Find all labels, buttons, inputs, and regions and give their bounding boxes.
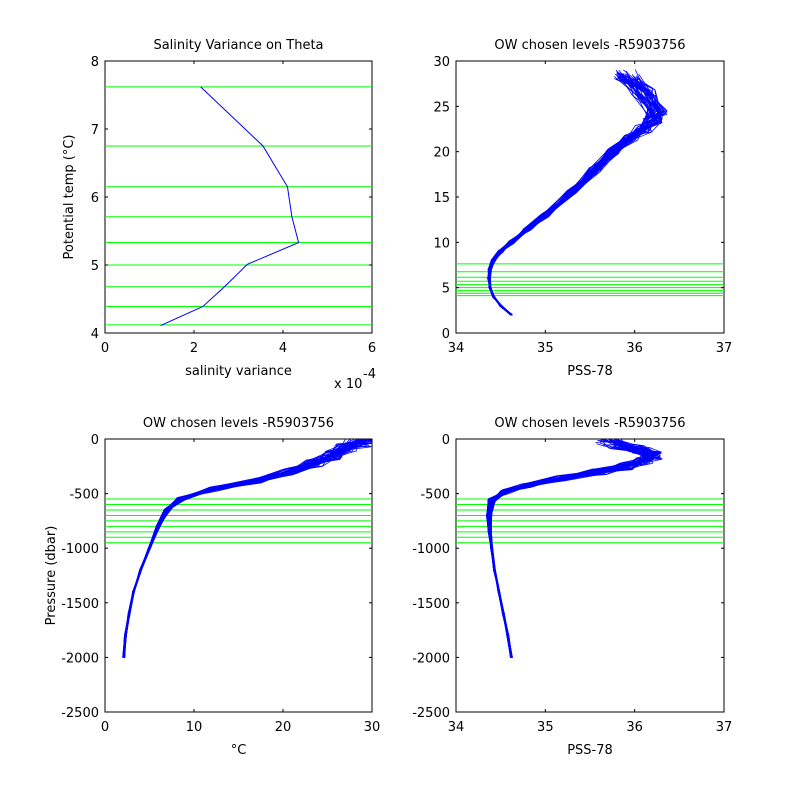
plot-area [104, 60, 373, 334]
chart-title: OW chosen levels -R5903756 [143, 416, 334, 431]
panel-4: 34 35 36 37 0 -500 -1000 -1500 -2000 -2500 OW chos… [412, 416, 732, 758]
profile-line [487, 75, 663, 316]
x-tick-label: 36 [626, 341, 643, 356]
y-tick-label: -2000 [412, 651, 450, 666]
x-axis-label: PSS-78 [567, 364, 613, 379]
x-tick-label: 20 [275, 720, 292, 735]
x-tick-label: 34 [448, 341, 465, 356]
x-axis-label: PSS-78 [567, 743, 613, 758]
data-layer [105, 439, 372, 658]
y-tick-label: 8 [91, 55, 99, 70]
y-tick-label: 4 [91, 327, 99, 342]
x-tick-label: 6 [368, 341, 376, 356]
x-tick-label: 35 [537, 720, 554, 735]
y-axis-label: Pressure (dbar) [44, 526, 59, 626]
profile-line [488, 444, 663, 658]
y-tick-label: 7 [91, 123, 99, 138]
x-tick-label: 2 [190, 341, 198, 356]
x-tick-label: 10 [186, 720, 203, 735]
y-tick-label: 15 [433, 191, 450, 206]
y-tick-label: 0 [442, 327, 450, 342]
data-layer [456, 439, 724, 658]
data-layer [456, 69, 724, 316]
x-exponent-base: x 10 [334, 377, 362, 392]
chart-title: OW chosen levels -R5903756 [494, 416, 685, 431]
profile-line [122, 445, 372, 658]
x-exponent-power: -4 [363, 367, 376, 382]
y-tick-label: -2500 [61, 706, 99, 721]
panel-2: 34 35 36 37 0 5 10 15 20 25 30 OW chosen levels -R5… [433, 38, 732, 379]
x-tick-label: 35 [537, 341, 554, 356]
y-tick-label: 20 [433, 146, 450, 161]
y-tick-label: 10 [433, 236, 450, 251]
y-axis-label: Potential temp (°C) [62, 135, 77, 260]
panel-1: 0 2 4 6 4 5 6 7 8 Salinity Variance on Theta salin… [62, 38, 376, 392]
x-tick-label: 36 [626, 720, 643, 735]
y-tick-label: 5 [442, 282, 450, 297]
y-tick-label: -500 [420, 488, 450, 503]
y-tick-label: 0 [91, 433, 99, 448]
x-axis-label: °C [231, 743, 247, 758]
y-tick-label: -1000 [412, 542, 450, 557]
x-tick-label: 0 [101, 720, 109, 735]
x-axis-label: salinity variance [185, 364, 292, 379]
y-tick-label: -2500 [412, 706, 450, 721]
y-tick-label: -1500 [412, 597, 450, 612]
x-tick-label: 37 [716, 341, 733, 356]
profile-line [488, 76, 662, 315]
data-layer [105, 86, 372, 326]
plot-area [104, 438, 373, 713]
y-tick-label: -1000 [61, 542, 99, 557]
profile-line [489, 439, 654, 658]
variance-line [160, 86, 300, 326]
y-tick-label: 25 [433, 100, 450, 115]
panel-3: 0 10 20 30 0 -500 -1000 -1500 -2000 -2500 OW chose… [44, 416, 381, 758]
plot-area [455, 60, 725, 334]
chart-title: Salinity Variance on Theta [153, 38, 323, 53]
x-tick-label: 37 [716, 720, 733, 735]
y-tick-label: 30 [433, 55, 450, 70]
profile-line [489, 439, 660, 658]
x-tick-label: 34 [448, 720, 465, 735]
plot-area [455, 438, 725, 713]
y-tick-label: -500 [69, 488, 99, 503]
y-tick-label: -2000 [61, 651, 99, 666]
profile-line [488, 74, 668, 316]
profile-line [124, 439, 372, 658]
y-tick-label: 5 [91, 259, 99, 274]
x-tick-label: 0 [101, 341, 109, 356]
x-tick-label: 4 [279, 341, 287, 356]
chart-title: OW chosen levels -R5903756 [494, 38, 685, 53]
y-tick-label: 6 [91, 191, 99, 206]
y-tick-label: -1500 [61, 597, 99, 612]
x-tick-label: 30 [364, 720, 381, 735]
y-tick-label: 0 [442, 433, 450, 448]
